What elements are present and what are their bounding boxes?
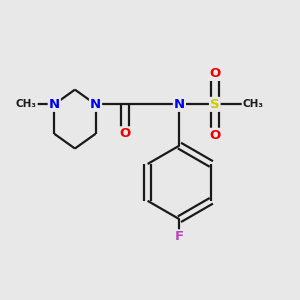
Text: N: N — [174, 98, 185, 111]
Text: S: S — [210, 98, 220, 111]
Text: F: F — [175, 230, 184, 243]
Text: CH₃: CH₃ — [16, 99, 37, 110]
Text: O: O — [209, 129, 220, 142]
Text: N: N — [90, 98, 101, 111]
Text: O: O — [119, 127, 130, 140]
Text: N: N — [49, 98, 60, 111]
Text: O: O — [209, 67, 220, 80]
Text: CH₃: CH₃ — [243, 99, 264, 110]
